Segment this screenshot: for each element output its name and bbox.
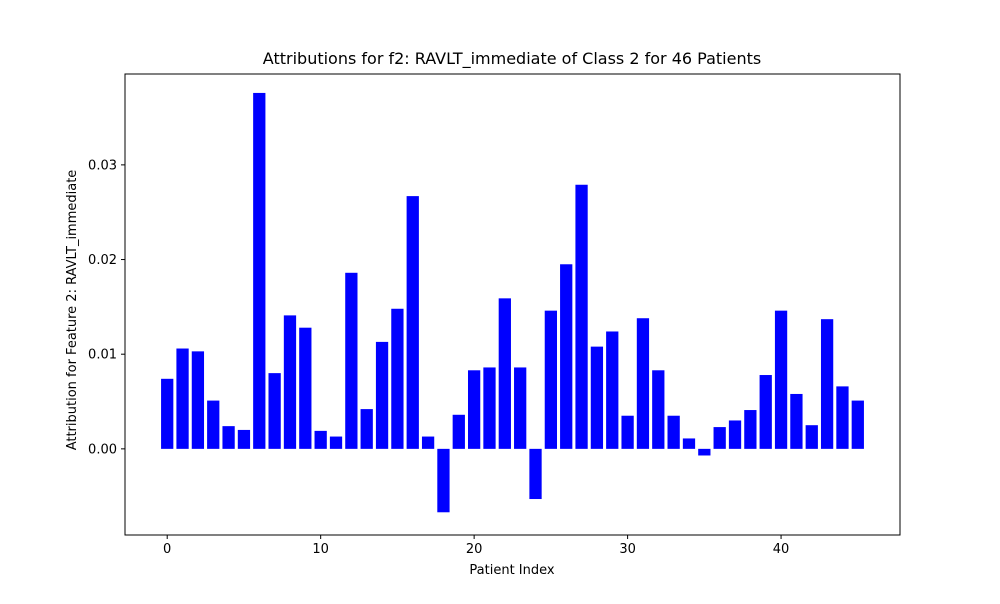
bar-patient-25 — [544, 310, 558, 449]
bar-patient-45 — [851, 400, 864, 449]
bar-patient-27 — [575, 184, 588, 449]
bar-patient-30 — [621, 415, 634, 449]
bar-patient-24 — [529, 448, 542, 500]
bar-patient-6 — [253, 92, 266, 449]
bar-patient-4 — [222, 426, 235, 449]
bar-patient-15 — [391, 308, 404, 449]
y-tick-label: 0.02 — [88, 253, 117, 268]
bar-patient-3 — [207, 400, 220, 449]
bar-patient-33 — [667, 415, 680, 449]
y-ticks: 0.00 0.01 0.02 0.03 — [88, 158, 125, 457]
bar-patient-13 — [360, 409, 373, 449]
bar-patient-1 — [176, 348, 189, 449]
y-tick-label: 0.03 — [88, 158, 117, 173]
x-tick-label: 0 — [163, 542, 171, 557]
bar-patient-38 — [744, 410, 757, 449]
bar-patient-7 — [268, 373, 281, 449]
bar-patient-34 — [682, 438, 696, 449]
x-tick-label: 30 — [619, 542, 636, 557]
x-tick-label: 40 — [773, 542, 790, 557]
bar-patient-39 — [759, 375, 772, 449]
bar-patient-36 — [713, 427, 726, 449]
bar-patient-21 — [483, 367, 496, 449]
bar-patient-10 — [314, 430, 327, 449]
bar-patient-0 — [161, 378, 174, 449]
bar-patient-37 — [728, 420, 742, 449]
bar-patient-14 — [375, 341, 389, 449]
bar-patient-8 — [283, 315, 297, 449]
y-tick-label: 0.01 — [88, 348, 117, 363]
bar-patient-23 — [514, 367, 527, 449]
x-tick-label: 10 — [312, 542, 329, 557]
y-axis-label: Attribution for Feature 2: RAVLT_immedia… — [65, 170, 80, 451]
bar-patient-5 — [237, 429, 251, 449]
bar-patient-9 — [299, 327, 312, 449]
bar-patient-22 — [498, 298, 511, 449]
bar-patient-32 — [652, 370, 665, 449]
x-tick-label: 20 — [466, 542, 483, 557]
bar-patient-28 — [590, 346, 604, 449]
bar-patient-43 — [820, 319, 834, 449]
bar-patient-12 — [345, 272, 358, 449]
bar-patient-2 — [191, 351, 205, 449]
bar-patient-11 — [329, 436, 343, 449]
bar-patient-29 — [606, 331, 619, 449]
bar-patient-20 — [467, 370, 481, 449]
bar-patient-31 — [636, 318, 650, 449]
bar-patient-16 — [406, 196, 419, 449]
axes-frame — [124, 73, 901, 536]
bar-patient-18 — [437, 448, 450, 513]
y-tick-label: 0.00 — [88, 442, 117, 457]
bar-patient-19 — [452, 414, 465, 449]
bars-group — [161, 92, 864, 513]
x-axis-label: Patient Index — [469, 563, 554, 578]
bar-patient-41 — [790, 393, 803, 449]
bar-patient-40 — [774, 310, 788, 449]
bar-patient-42 — [805, 425, 818, 449]
bar-patient-17 — [421, 436, 435, 449]
chart-title: Attributions for f2: RAVLT_immediate of … — [263, 49, 761, 69]
bar-patient-35 — [698, 448, 711, 456]
bar-patient-26 — [560, 264, 573, 449]
bar-patient-44 — [836, 386, 849, 449]
x-ticks: 0 10 20 30 40 — [163, 535, 789, 557]
